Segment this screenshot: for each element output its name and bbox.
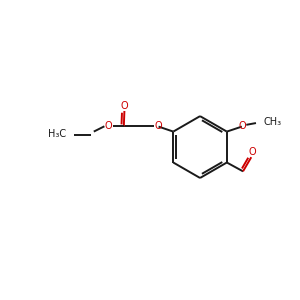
Text: O: O xyxy=(248,147,256,157)
Text: CH₃: CH₃ xyxy=(264,117,282,127)
Text: O: O xyxy=(121,101,128,111)
Text: H₃C: H₃C xyxy=(48,129,66,139)
Text: O: O xyxy=(238,121,246,131)
Text: O: O xyxy=(154,121,162,131)
Text: O: O xyxy=(105,121,112,131)
